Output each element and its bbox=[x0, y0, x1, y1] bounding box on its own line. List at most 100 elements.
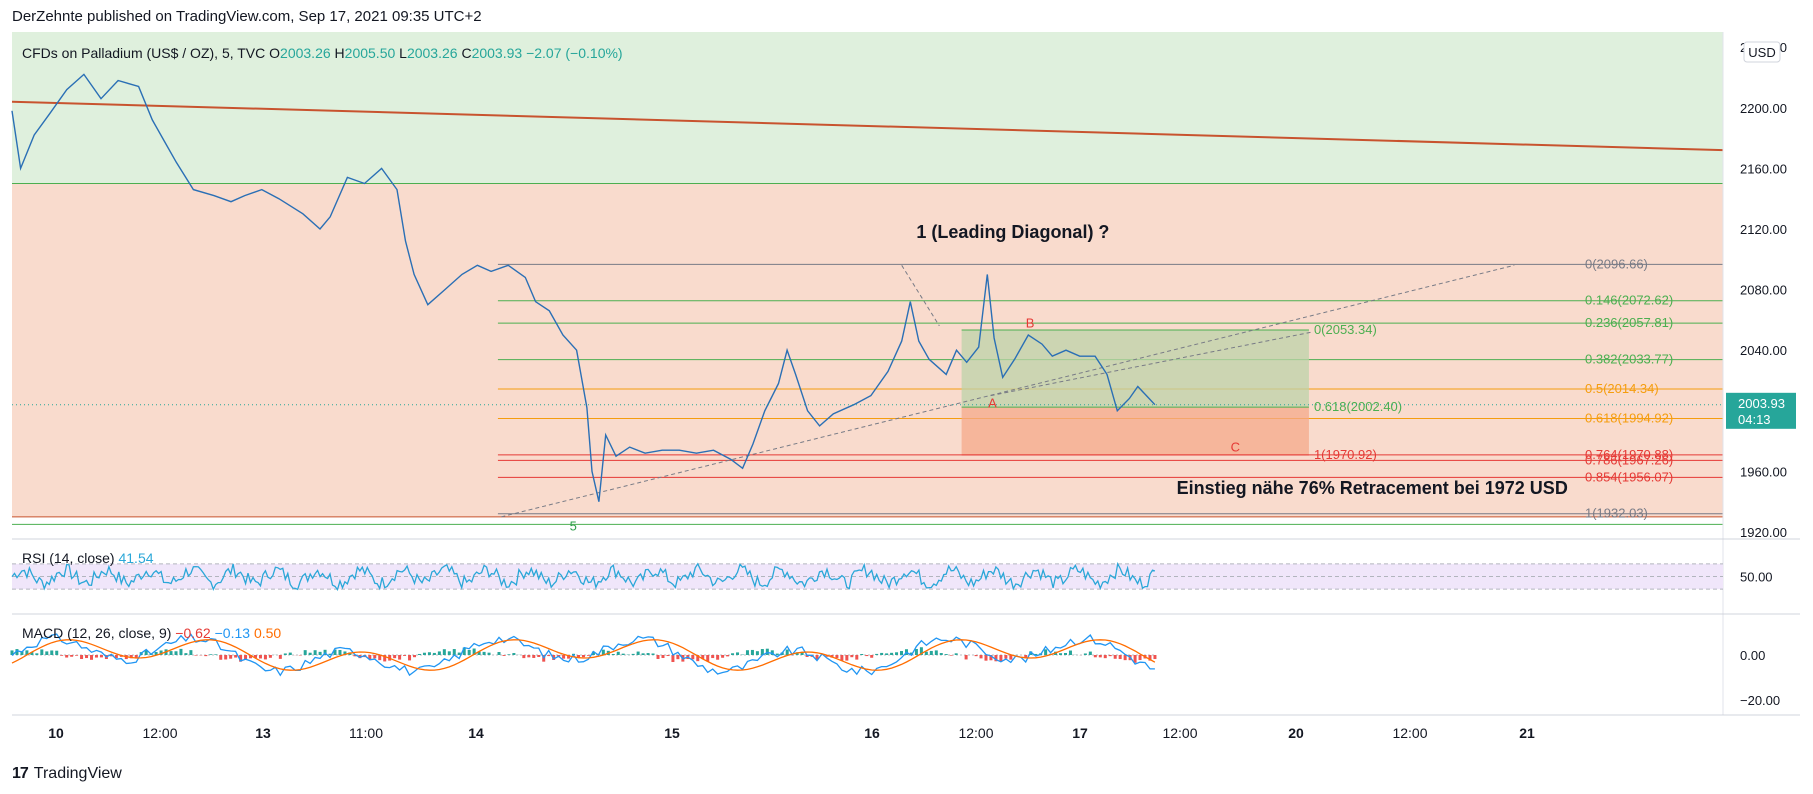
macd-histogram-bar bbox=[641, 653, 645, 655]
macd-histogram-bar bbox=[85, 655, 89, 659]
macd-histogram-bar bbox=[974, 655, 978, 657]
tradingview-logo-icon: 17 bbox=[12, 765, 29, 782]
macd-histogram-bar bbox=[437, 651, 441, 655]
macd-histogram-bar bbox=[502, 655, 506, 656]
macd-histogram-bar bbox=[984, 655, 988, 661]
macd-histogram-bar bbox=[467, 649, 471, 655]
macd-histogram-bar bbox=[785, 649, 789, 655]
macd-histogram-bar bbox=[870, 655, 874, 658]
macd-histogram-bar bbox=[70, 655, 74, 657]
time-axis-tick: 14 bbox=[468, 725, 484, 741]
price-axis-tick: 2200.00 bbox=[1740, 101, 1787, 116]
macd-histogram-bar bbox=[944, 654, 948, 655]
price-axis-tick: 1960.00 bbox=[1740, 464, 1787, 479]
macd-histogram-bar bbox=[691, 655, 695, 660]
annotation: A bbox=[988, 396, 997, 411]
macd-histogram-bar bbox=[308, 652, 312, 655]
macd-histogram-bar bbox=[1059, 653, 1063, 655]
macd-histogram-bar bbox=[890, 652, 894, 655]
macd-histogram-bar bbox=[994, 655, 998, 662]
macd-histogram-bar bbox=[586, 655, 590, 656]
macd-signal-line bbox=[11, 639, 1156, 671]
rsi-axis-tick: 50.00 bbox=[1740, 570, 1773, 585]
price-axis-tick: 2120.00 bbox=[1740, 222, 1787, 237]
macd-histogram-bar bbox=[263, 655, 267, 660]
macd-histogram-bar bbox=[701, 655, 705, 660]
macd-histogram-bar bbox=[318, 651, 322, 655]
macd-histogram-bar bbox=[706, 655, 710, 662]
macd-histogram-bar bbox=[1108, 655, 1112, 657]
footer: 17 TradingView bbox=[12, 762, 122, 786]
macd-histogram-bar bbox=[427, 652, 431, 655]
macd-histogram-bar bbox=[577, 655, 581, 658]
macd-histogram-bar bbox=[75, 655, 79, 656]
time-axis-tick: 12:00 bbox=[142, 725, 177, 741]
macd-histogram-bar bbox=[1148, 655, 1152, 661]
macd-histogram-bar bbox=[50, 650, 54, 655]
macd-histogram-bar bbox=[1123, 655, 1127, 661]
macd-histogram-bar bbox=[895, 652, 899, 655]
macd-histogram-bar bbox=[288, 652, 292, 655]
macd-histogram-bar bbox=[646, 653, 650, 655]
macd-histogram-bar bbox=[989, 655, 993, 661]
macd-histogram-bar bbox=[343, 651, 347, 655]
macd-histogram-bar bbox=[159, 650, 163, 655]
fib-level-label: 0.5(2014.34) bbox=[1585, 381, 1659, 396]
diagonal-top bbox=[901, 265, 940, 327]
fib-level-label: 0.854(1956.07) bbox=[1585, 469, 1673, 484]
macd-histogram-bar bbox=[129, 655, 133, 659]
macd-histogram-bar bbox=[472, 648, 476, 655]
macd-histogram-bar bbox=[278, 655, 282, 659]
macd-histogram-bar bbox=[457, 652, 461, 655]
macd-histogram-bar bbox=[880, 652, 884, 655]
fib-box-lower bbox=[961, 407, 1309, 455]
macd-axis-tick: 0.00 bbox=[1740, 648, 1765, 663]
time-axis-tick: 15 bbox=[664, 725, 680, 741]
macd-histogram-bar bbox=[35, 653, 39, 655]
time-axis-tick: 11:00 bbox=[349, 725, 383, 741]
macd-histogram-bar bbox=[189, 650, 193, 655]
macd-histogram-bar bbox=[462, 647, 466, 655]
time-axis-tick: 12:00 bbox=[1392, 725, 1427, 741]
macd-histogram-bar bbox=[800, 651, 804, 655]
currency-button[interactable]: USD bbox=[1748, 45, 1775, 60]
macd-histogram-bar bbox=[1088, 651, 1092, 655]
price-axis-tick: 2160.00 bbox=[1740, 161, 1787, 176]
time-axis-tick: 13 bbox=[255, 725, 271, 741]
macd-histogram-bar bbox=[383, 655, 387, 662]
macd-histogram-bar bbox=[601, 649, 605, 655]
macd-histogram-bar bbox=[855, 655, 859, 660]
macd-histogram-bar bbox=[934, 650, 938, 655]
macd-histogram-bar bbox=[1063, 652, 1067, 655]
macd-histogram-bar bbox=[1138, 655, 1142, 661]
trendline bbox=[11, 100, 1724, 152]
macd-histogram-bar bbox=[547, 655, 551, 657]
macd-histogram-bar bbox=[60, 655, 64, 656]
macd-histogram-bar bbox=[338, 650, 342, 655]
chart-canvas[interactable]: 0(2096.66) 0.146(2072.62) 0.236(2057.81) 0.… bbox=[0, 0, 1813, 760]
macd-histogram-bar bbox=[194, 655, 198, 656]
macd-histogram-bar bbox=[532, 655, 536, 658]
macd-histogram-bar bbox=[537, 655, 541, 658]
fib-box-label: 1(1970.92) bbox=[1314, 447, 1377, 462]
macd-histogram-bar bbox=[731, 653, 735, 655]
macd-histogram-bar bbox=[919, 647, 923, 655]
fib-level-label: 0.786(1967.26) bbox=[1585, 452, 1673, 467]
macd-histogram-bar bbox=[999, 655, 1003, 662]
macd-histogram-bar bbox=[482, 651, 486, 655]
macd-histogram-bar bbox=[780, 652, 784, 655]
last-price-box bbox=[1726, 392, 1796, 429]
last-price-value: 2003.93 bbox=[1738, 396, 1785, 411]
macd-histogram-bar bbox=[204, 655, 208, 657]
macd-histogram-bar bbox=[840, 655, 844, 661]
macd-histogram-bar bbox=[55, 650, 59, 655]
macd-histogram-bar bbox=[328, 653, 332, 655]
macd-histogram-bar bbox=[750, 649, 754, 655]
macd-histogram-bar bbox=[413, 655, 417, 658]
macd-histogram-bar bbox=[507, 654, 511, 655]
macd-histogram-bar bbox=[611, 654, 615, 655]
macd-histogram-bar bbox=[90, 655, 94, 660]
macd-histogram-bar bbox=[522, 655, 526, 659]
macd-histogram-bar bbox=[805, 655, 809, 657]
macd-histogram-bar bbox=[184, 653, 188, 655]
